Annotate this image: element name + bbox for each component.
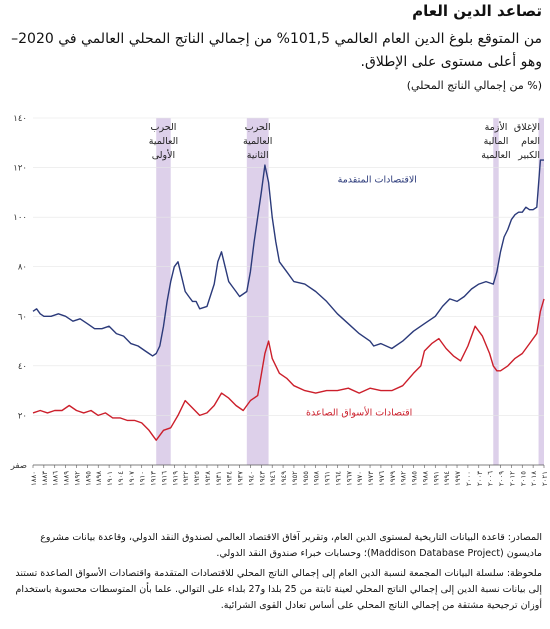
x-tick-label: ١٩٩٤ [443, 471, 451, 486]
period-label: الحرب [245, 122, 271, 133]
x-tick-label: ٢٠٠٦ [487, 471, 495, 486]
x-tick-label: ١٨٩٢ [73, 471, 81, 486]
period-label: العالمية [243, 136, 272, 147]
x-tick-label: ١٩٧٩ [389, 471, 397, 486]
chart-labels: الحرب العالمية الأولى الحرب العالمية الثانية ا… [149, 121, 540, 418]
period-label: الحرب [151, 122, 177, 133]
x-tick-label: ١٨٨٣ [41, 471, 49, 486]
x-tick-label: ١٩٢٢ [182, 471, 190, 486]
x-tick-label: ١٨٩٨ [95, 471, 103, 486]
chart-subtitle: من المتوقع بلوغ الدين العام العالمي 101,… [11, 31, 542, 70]
x-tick-label: ١٩٣١ [215, 471, 223, 486]
x-tick-label: ٢٠١٢ [508, 471, 516, 486]
x-tick-label: ١٩٤٣ [258, 471, 266, 486]
chart-notes: المصادر: قاعدة البيانات التاريخية لمستوى… [7, 530, 542, 618]
y-tick-label: ٢٠ [18, 411, 27, 421]
period-label: الأزمة [485, 121, 508, 133]
series-line [32, 298, 545, 441]
gridlines [33, 117, 544, 416]
x-tick-label: ١٨٩٥ [84, 471, 92, 486]
line-chart: الحرب العالمية الأولى الحرب العالمية الثانية ا… [10, 114, 549, 486]
period-label: الإغلاق [514, 122, 540, 133]
series-label: الاقتصادات المتقدمة [338, 174, 417, 185]
x-tick-label: ١٩٢٥ [193, 471, 201, 486]
unit-label: (% من إجمالي الناتج المحلي) [406, 79, 542, 92]
y-tick-label: ٤٠ [18, 362, 27, 372]
x-tick-label: ١٩١٦ [160, 471, 168, 486]
source-note: المصادر: قاعدة البيانات التاريخية لمستوى… [40, 532, 542, 559]
x-tick-label: ١٩٩٧ [454, 471, 462, 486]
x-tick-label: ١٩٨٢ [400, 471, 408, 486]
x-tick-label: ١٩٤٦ [269, 471, 277, 486]
methodology-note: ملحوظة: سلسلة البيانات المجمعة لنسبة الد… [15, 568, 542, 611]
shaded-period [156, 118, 171, 465]
x-tick-label: ١٩٠١ [106, 471, 114, 486]
x-tick-label: ١٩٨٨ [421, 471, 429, 486]
x-tick-label: ١٩٢٨ [204, 471, 212, 486]
series-label: اقتصادات الأسواق الصاعدة [306, 406, 412, 418]
period-label: الثانية [247, 150, 269, 161]
period-label: العالمية [481, 150, 510, 161]
shaded-period [538, 118, 544, 465]
x-tick-label: ١٩٦١ [324, 471, 332, 486]
x-tick-label: ١٩٦٧ [345, 471, 353, 486]
period-label: الكبير [517, 150, 540, 161]
x-tick-label: ١٩٣٧ [237, 471, 245, 486]
x-tick-label: ١٩٧٠ [356, 471, 364, 486]
y-tick-label: ٦٠ [18, 312, 27, 322]
shaded-period [246, 118, 269, 465]
x-tick-label: ١٩٧٣ [367, 471, 375, 486]
x-tick-label: ١٩٤٩ [280, 471, 288, 486]
y-tick-label: ٨٠ [18, 263, 27, 273]
x-tick-label: ٢٠١٥ [519, 471, 527, 486]
x-tick-label: ١٩٠٧ [128, 471, 136, 486]
x-tick-label: ١٩١٠ [139, 471, 147, 486]
x-tick-label: ١٨٨٠ [30, 471, 38, 486]
x-tick-label: ١٩٧٦ [378, 471, 386, 486]
shaded-period [493, 118, 499, 465]
x-tick-label: ١٨٨٦ [52, 471, 60, 486]
y-tick-label: ١٤٠ [13, 114, 27, 124]
axes: صفر ٢٠ ٤٠ ٦٠ ٨٠ ١٠٠ ١٢٠ ١٤٠ ١٨٨٠ ١٨٨٣ ١٨٨٦ ١٨٨٩ ١٨٩٢… [10, 114, 549, 486]
x-tick-label: ١٩٥٨ [313, 471, 321, 486]
period-label: العام [521, 136, 540, 147]
period-label: المالية [484, 136, 509, 147]
x-tick-label: ١٩٥٢ [291, 471, 299, 486]
period-label: العالمية [149, 136, 178, 147]
x-tick-label: ١٩٤٠ [247, 471, 255, 486]
x-tick-label: ٢٠٢١ [541, 471, 549, 486]
x-tick-label: ١٩١٩ [171, 471, 179, 486]
y-tick-label: صفر [10, 461, 27, 471]
x-tick-label: ١٩١٣ [150, 471, 158, 486]
shaded-periods [156, 118, 544, 465]
x-tick-label: ١٩٦٤ [334, 471, 342, 486]
x-tick-label: ١٩٥٥ [302, 471, 310, 486]
series-line [32, 159, 544, 357]
chart-title: تصاعد الدين العام [412, 2, 542, 20]
x-tick-label: ١٩٩١ [432, 471, 440, 486]
period-label: الأولى [152, 149, 175, 161]
series-lines [32, 159, 545, 441]
x-tick-label: ٢٠١٨ [530, 471, 538, 486]
x-tick-label: ٢٠٠٣ [476, 471, 484, 486]
x-tick-label: ١٩٣٤ [226, 471, 234, 486]
x-tick-label: ٢٠٠٠ [465, 471, 473, 486]
x-tick-label: ١٨٨٩ [63, 471, 71, 486]
x-tick-label: ٢٠٠٩ [498, 471, 506, 486]
y-tick-label: ١٢٠ [13, 164, 27, 174]
x-tick-label: ١٩٠٤ [117, 471, 125, 486]
y-tick-label: ١٠٠ [13, 213, 27, 223]
x-tick-label: ١٩٨٥ [411, 471, 419, 486]
